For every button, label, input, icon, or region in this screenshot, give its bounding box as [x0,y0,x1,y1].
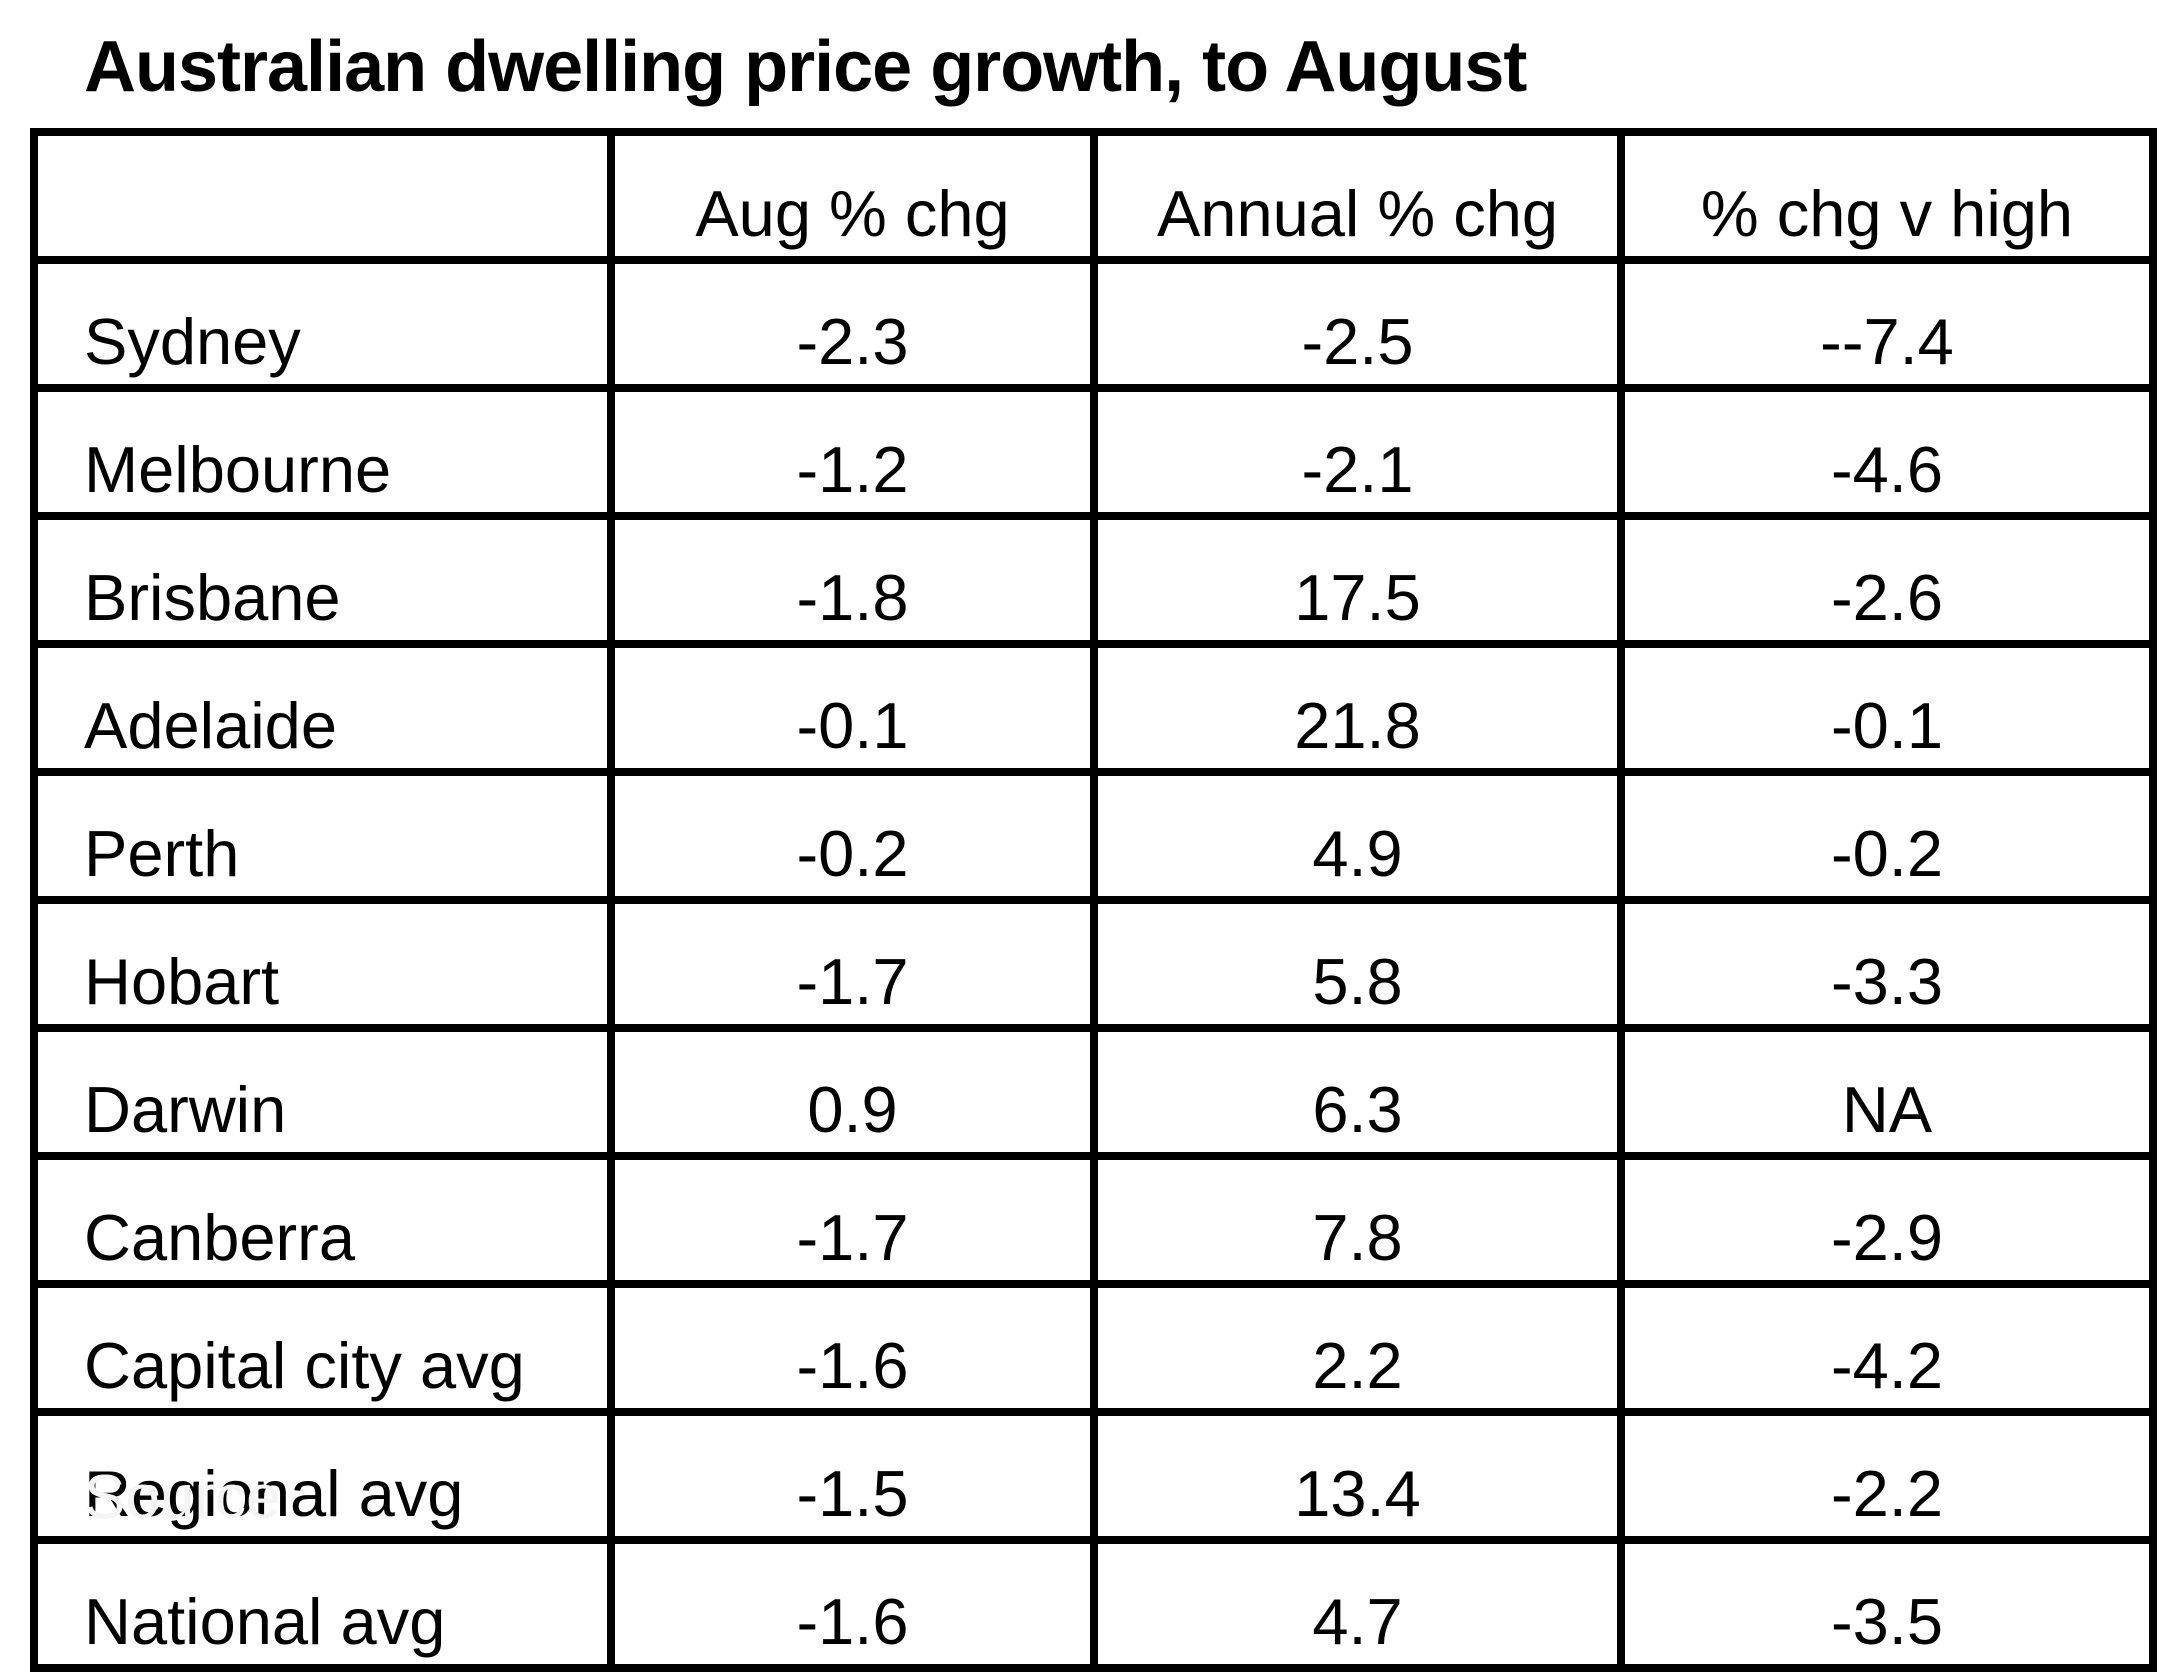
annual-chg-value: 4.7 [1090,1536,1625,1672]
chg-v-high-value: NA [1617,1024,2157,1160]
aug-chg-value: -1.8 [607,512,1098,648]
city-label: Sydney [30,256,615,392]
table-header-row: Aug % chg Annual % chg % chg v high [30,128,2157,264]
page-title: Australian dwelling price growth, to Aug… [84,27,1527,107]
city-label: Canberra [30,1152,615,1288]
table-row: Capital city avg -1.6 2.2 -4.2 [30,1280,2157,1416]
city-label: Darwin [30,1024,615,1160]
aug-chg-value: -0.1 [607,640,1098,776]
annual-chg-value: 7.8 [1090,1152,1625,1288]
header-aug-pct-chg: Aug % chg [607,128,1098,264]
aug-chg-value: -2.3 [607,256,1098,392]
table-row: Sydney -2.3 -2.5 --7.4 [30,256,2157,392]
city-label: Melbourne [30,384,615,520]
city-label: Adelaide [30,640,615,776]
city-label: Brisbane [30,512,615,648]
table-row: Regional avg -1.5 13.4 -2.2 [30,1408,2157,1544]
annual-chg-value: 13.4 [1090,1408,1625,1544]
chg-v-high-value: -4.2 [1617,1280,2157,1416]
annual-chg-value: -2.5 [1090,256,1625,392]
chg-v-high-value: -4.6 [1617,384,2157,520]
table-row: Brisbane -1.8 17.5 -2.6 [30,512,2157,648]
annual-chg-value: 4.9 [1090,768,1625,904]
chg-v-high-value: -2.6 [1617,512,2157,648]
aug-chg-value: -0.2 [607,768,1098,904]
annual-chg-value: 2.2 [1090,1280,1625,1416]
aug-chg-value: -1.7 [607,896,1098,1032]
table-row: Hobart -1.7 5.8 -3.3 [30,896,2157,1032]
chg-v-high-value: -0.2 [1617,768,2157,904]
annual-chg-value: 21.8 [1090,640,1625,776]
city-label: Hobart [30,896,615,1032]
aug-chg-value: -1.6 [607,1536,1098,1672]
table-row: Adelaide -0.1 21.8 -0.1 [30,640,2157,776]
chg-v-high-value: -0.1 [1617,640,2157,776]
chg-v-high-value: -2.9 [1617,1152,2157,1288]
dwelling-price-table: Aug % chg Annual % chg % chg v high Sydn… [30,128,2157,1672]
chg-v-high-value: -3.5 [1617,1536,2157,1672]
chg-v-high-value: -3.3 [1617,896,2157,1032]
aug-chg-value: -1.6 [607,1280,1098,1416]
aug-chg-value: 0.9 [607,1024,1098,1160]
table-row: National avg -1.6 4.7 -3.5 [30,1536,2157,1672]
table-row: Melbourne -1.2 -2.1 -4.6 [30,384,2157,520]
table-row: Canberra -1.7 7.8 -2.9 [30,1152,2157,1288]
header-pct-chg-v-high: % chg v high [1617,128,2157,264]
header-blank [30,128,615,264]
aug-chg-value: -1.2 [607,384,1098,520]
city-label: Perth [30,768,615,904]
annual-chg-value: 17.5 [1090,512,1625,648]
aug-chg-value: -1.5 [607,1408,1098,1544]
annual-chg-value: 5.8 [1090,896,1625,1032]
table-row: Darwin 0.9 6.3 NA [30,1024,2157,1160]
table-row: Perth -0.2 4.9 -0.2 [30,768,2157,904]
aug-chg-value: -1.7 [607,1152,1098,1288]
annual-chg-value: -2.1 [1090,384,1625,520]
city-label: Capital city avg [30,1280,615,1416]
header-annual-pct-chg: Annual % chg [1090,128,1625,264]
annual-chg-value: 6.3 [1090,1024,1625,1160]
chg-v-high-value: --7.4 [1617,256,2157,392]
city-label: National avg [30,1536,615,1672]
source-watermark: Source [84,1463,281,1532]
chg-v-high-value: -2.2 [1617,1408,2157,1544]
